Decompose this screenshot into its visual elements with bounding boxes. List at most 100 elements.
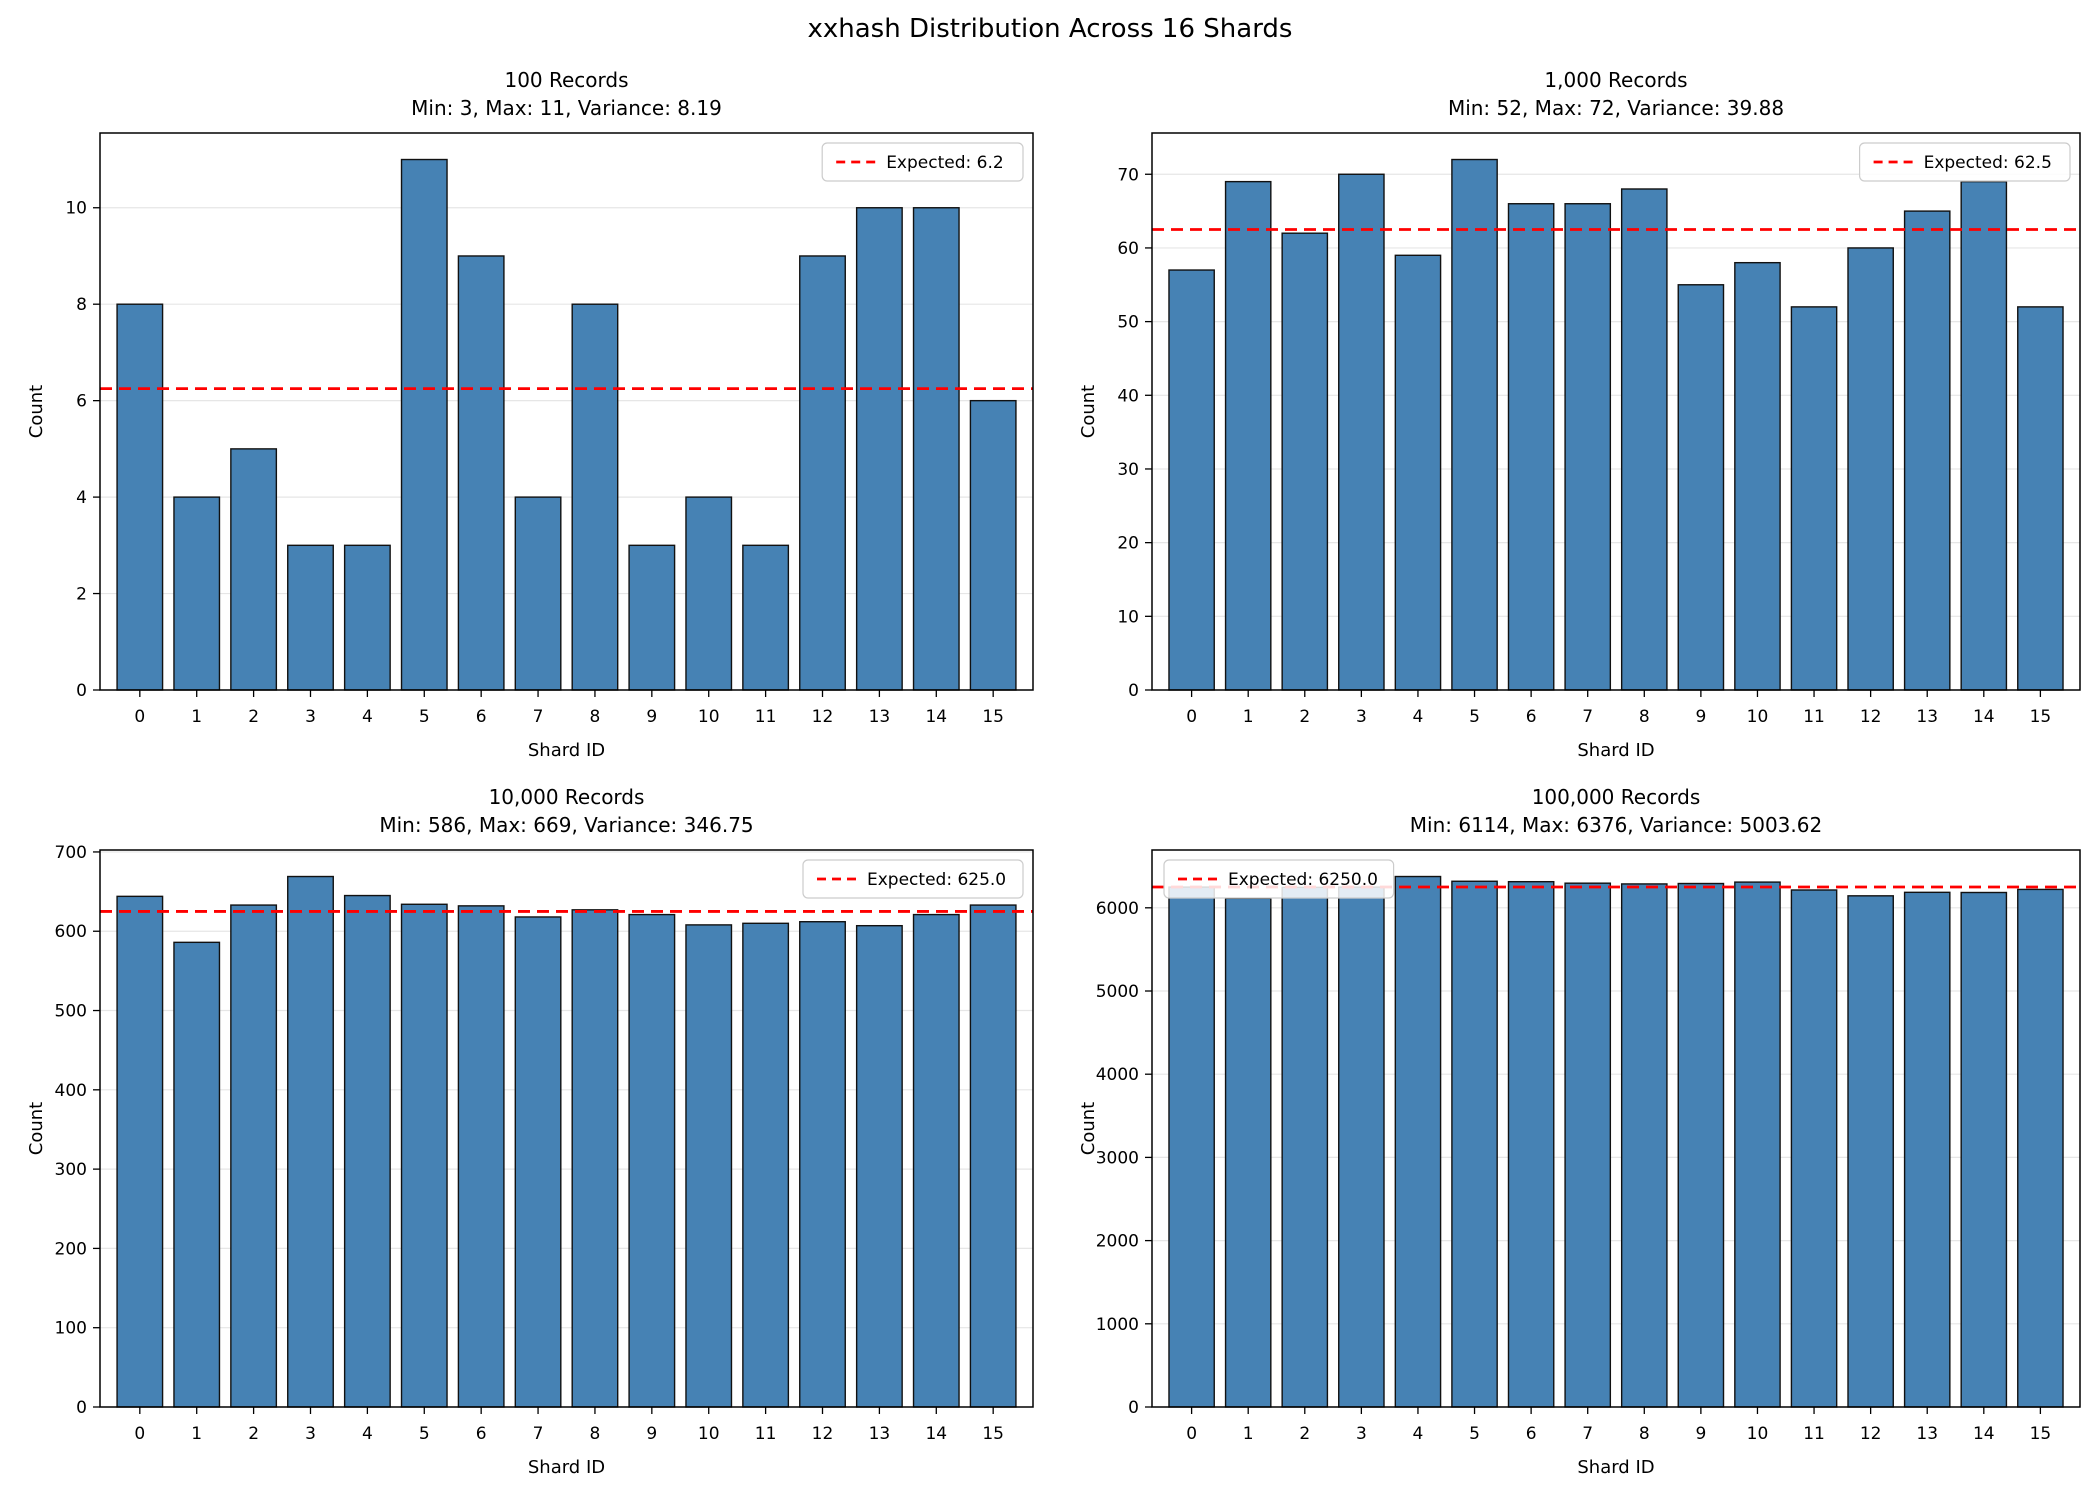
bar-shard-8	[1620, 883, 1668, 1408]
x-tick-label: 4	[362, 707, 373, 727]
x-tick-label: 3	[1356, 707, 1367, 727]
x-axis-label: Shard ID	[528, 740, 605, 761]
y-tick-label: 700	[55, 843, 87, 863]
x-tick-label: 4	[1413, 707, 1424, 727]
x-tick-label: 7	[1582, 1424, 1593, 1444]
bar-shard-4	[343, 894, 391, 1408]
bar-shard-13	[1903, 891, 1951, 1408]
bar-shard-10	[685, 924, 733, 1408]
x-tick-label: 15	[982, 1424, 1004, 1444]
y-axis-label: Count	[1078, 1102, 1099, 1155]
bar-shard-0	[1168, 886, 1215, 1408]
legend-label: Expected: 6.2	[886, 153, 1003, 173]
y-tick-label: 100	[55, 1319, 87, 1339]
x-tick-label: 10	[1747, 707, 1769, 727]
bar-shard-10	[1734, 881, 1781, 1408]
bar-shard-8	[571, 303, 619, 691]
y-axis-label: Count	[1078, 385, 1099, 438]
x-tick-label: 2	[248, 707, 259, 727]
bar-shard-10	[685, 496, 733, 691]
bar-shard-3	[287, 875, 334, 1408]
chart-1000-records: 1,000 Records Min: 52, Max: 72, Variance:…	[1052, 53, 2100, 785]
y-tick-label: 10	[65, 199, 87, 219]
x-tick-label: 5	[1469, 707, 1480, 727]
y-axis-label: Count	[26, 385, 47, 438]
x-tick-label: 7	[533, 1424, 544, 1444]
y-tick-label: 0	[76, 681, 87, 701]
bar-shard-14	[1960, 180, 2008, 691]
y-tick-label: 3000	[1096, 1148, 1139, 1168]
y-tick-label: 300	[55, 1160, 87, 1180]
bar-shard-0	[1168, 269, 1215, 691]
bar-shard-15	[969, 399, 1017, 691]
bar-shard-13	[855, 207, 903, 691]
bar-shard-7	[1564, 203, 1612, 691]
bar-shard-5	[400, 903, 448, 1408]
x-tick-label: 2	[1299, 707, 1310, 727]
bar-shard-2	[230, 448, 278, 691]
x-tick-label: 0	[134, 1424, 145, 1444]
x-tick-label: 5	[419, 707, 430, 727]
y-tick-label: 8	[76, 295, 87, 315]
y-tick-label: 10	[1117, 607, 1139, 627]
x-axis-label: Shard ID	[1577, 1457, 1654, 1478]
bar-shard-5	[1451, 158, 1498, 691]
x-tick-label: 13	[869, 707, 891, 727]
x-tick-label: 12	[812, 707, 834, 727]
chart-100000-records: 100,000 Records Min: 6114, Max: 6376, Var…	[1052, 770, 2100, 1500]
bar-shard-11	[1790, 306, 1838, 691]
bar-shard-5	[1451, 880, 1498, 1408]
legend-box	[802, 859, 1024, 899]
bar-shard-3	[287, 544, 334, 691]
bar-shard-7	[1564, 882, 1612, 1408]
x-tick-label: 4	[1413, 1424, 1424, 1444]
legend-box	[1858, 142, 2071, 182]
y-tick-label: 6000	[1096, 899, 1139, 919]
y-tick-label: 60	[1117, 239, 1139, 259]
x-tick-label: 3	[305, 1424, 316, 1444]
x-axis-label: Shard ID	[528, 1457, 605, 1478]
x-tick-label: 13	[869, 1424, 891, 1444]
legend-label: Expected: 625.0	[867, 870, 1006, 890]
bar-shard-12	[1847, 895, 1894, 1408]
subplot-subtitle: Min: 6114, Max: 6376, Variance: 5003.62	[1410, 813, 1822, 837]
axes-frame	[1151, 849, 2081, 1408]
axes-frame	[1151, 132, 2081, 691]
y-tick-label: 70	[1117, 165, 1139, 185]
x-tick-label: 2	[1299, 1424, 1310, 1444]
x-tick-label: 12	[1860, 707, 1882, 727]
x-tick-label: 9	[1695, 707, 1706, 727]
x-tick-label: 2	[248, 1424, 259, 1444]
bar-shard-7	[514, 916, 562, 1408]
chart-svg-10000-records: 10,000 Records Min: 586, Max: 669, Varian…	[26, 785, 1034, 1478]
bar-shard-12	[799, 921, 846, 1408]
bar-shard-5	[400, 158, 448, 691]
x-tick-label: 8	[1639, 1424, 1650, 1444]
y-tick-label: 200	[55, 1239, 87, 1259]
bar-shard-6	[1507, 880, 1555, 1408]
chart-100-records: 100 Records Min: 3, Max: 11, Variance: 8.…	[0, 53, 1060, 785]
bar-shard-1	[173, 496, 221, 691]
bar-shard-9	[628, 544, 676, 691]
x-tick-label: 6	[1526, 707, 1537, 727]
x-tick-label: 6	[1526, 1424, 1537, 1444]
bar-shard-11	[742, 544, 790, 691]
bar-shard-9	[1677, 284, 1725, 691]
y-tick-label: 2	[76, 585, 87, 605]
x-tick-label: 3	[305, 707, 316, 727]
bar-shard-2	[230, 904, 278, 1408]
subplot-title: 10,000 Records	[489, 785, 645, 809]
x-tick-label: 11	[755, 1424, 777, 1444]
bar-shard-14	[1960, 891, 2008, 1408]
bar-shard-8	[1620, 188, 1668, 691]
bar-shard-3	[1338, 886, 1385, 1408]
bar-shard-6	[1507, 203, 1555, 691]
subplot-subtitle: Min: 3, Max: 11, Variance: 8.19	[411, 96, 722, 120]
bar-shard-4	[343, 544, 391, 691]
bar-shard-6	[457, 255, 505, 691]
x-tick-label: 0	[134, 707, 145, 727]
x-tick-label: 1	[191, 1424, 202, 1444]
x-tick-label: 10	[698, 707, 720, 727]
x-tick-label: 15	[2030, 1424, 2052, 1444]
